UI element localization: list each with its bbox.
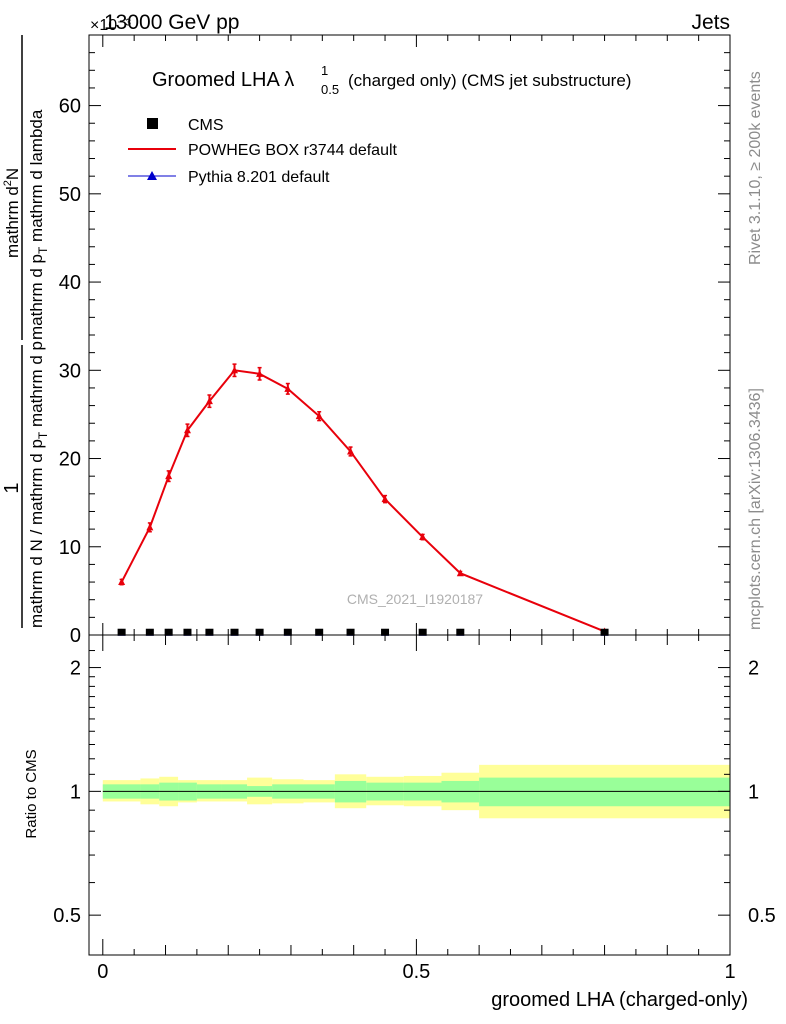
legend-marker-cms: [147, 118, 158, 129]
main-series-group: [117, 363, 609, 636]
ylabel-f2-den-tail: mathrm d lambda: [27, 109, 46, 247]
ratio-x-tick-label: 0: [97, 961, 108, 983]
cms-data-point: [456, 628, 465, 636]
x-axis-label: groomed LHA (charged-only): [491, 989, 748, 1011]
cms-data-point: [381, 628, 390, 636]
title-superscript: 1: [321, 63, 328, 78]
main-y-tick-label: 50: [59, 184, 81, 206]
legend-label-pythia: Pythia 8.201 default: [188, 169, 330, 186]
main-y-tick-label: 30: [59, 360, 81, 382]
powheg-point: [183, 426, 191, 434]
main-y-tick-label: 10: [59, 537, 81, 559]
cms-data-point: [600, 628, 609, 636]
main-y-tick-label: 0: [70, 625, 81, 647]
main-y-tick-label: 20: [59, 449, 81, 471]
ylabel-den-tail: mathrm d p: [27, 341, 46, 432]
analysis-watermark: CMS_2021_I1920187: [347, 591, 483, 607]
main-y-tick-label: 40: [59, 272, 81, 294]
powheg-point: [284, 384, 292, 392]
powheg-point: [256, 369, 264, 377]
ratio-x-axis: 0 0.5 1: [97, 635, 736, 983]
ylabel-denominator: mathrm d N / mathrm d pT mathrm d p: [27, 341, 50, 628]
ratio-x-tick-label: 0.5: [402, 961, 430, 983]
powheg-point: [456, 569, 464, 577]
ylabel-frac2-numerator: mathrm d2N: [2, 168, 22, 258]
powheg-point: [347, 447, 355, 455]
cms-data-point: [315, 628, 324, 636]
main-y-tick-label: 60: [59, 96, 81, 118]
legend-marker-pythia: [147, 171, 157, 180]
main-y-axis: 0 10 20 30 40 50 60: [59, 34, 730, 647]
ratio-y-axis: 0.5 0.5 1 1 2 2: [53, 650, 776, 927]
ratio-y-tick-label-right: 0.5: [748, 905, 776, 927]
powheg-point: [165, 472, 173, 480]
main-plot-frame: [88, 34, 731, 636]
title-subscript: 0.5: [321, 82, 339, 97]
cms-data-point: [164, 628, 173, 636]
ratio-y-tick-label-right: 1: [748, 781, 759, 803]
cms-data-point: [255, 628, 264, 636]
cms-data-point: [418, 628, 427, 636]
powheg-point: [146, 523, 154, 531]
ratio-y-tick-label: 1: [70, 781, 81, 803]
ratio-y-tick-label: 2: [70, 658, 81, 680]
svg-text:mathrm d pT mathrm d lambda: mathrm d pT mathrm d lambda: [27, 109, 50, 340]
powheg-point: [315, 412, 323, 420]
rivet-label: Rivet 3.1.10, ≥ 200k events: [747, 71, 764, 265]
ratio-x-tick-label: 1: [724, 961, 735, 983]
main-y-label: 1 mathrm d N / mathrm d pT mathrm d p ma…: [1, 35, 50, 628]
cms-data-point: [145, 628, 154, 636]
ratio-bands: [102, 764, 730, 819]
ylabel-f2-num-tail: N: [3, 168, 22, 180]
powheg-point: [419, 533, 427, 541]
series-powheg-line: [120, 369, 605, 633]
legend: CMS POWHEG BOX r3744 default Pythia 8.20…: [128, 117, 398, 186]
title-main: Groomed LHA λ: [152, 69, 294, 91]
cms-data-point: [346, 628, 355, 636]
ylabel-den-sub: T: [36, 431, 50, 439]
mcplots-label: mcplots.cern.ch [arXiv:1306.3436]: [747, 388, 764, 630]
ylabel-den-main: mathrm d N / mathrm d p: [27, 439, 46, 628]
ylabel-frac2-denominator: mathrm d pT mathrm d lambda: [27, 109, 50, 340]
cms-data-point: [117, 628, 126, 636]
ylabel-f2-num-sup: 2: [2, 180, 14, 186]
cms-data-point: [183, 628, 192, 636]
svg-text:mathrm d2N: mathrm d2N: [2, 168, 22, 258]
title-suffix: (charged only) (CMS jet substructure): [348, 71, 631, 90]
ratio-y-tick-label-right: 2: [748, 658, 759, 680]
ratio-inner-band-bin: [479, 777, 730, 807]
y-exponent-label: ×10⁻³: [90, 17, 132, 34]
plot-title: Groomed LHA λ 1 0.5 (charged only) (CMS …: [152, 63, 631, 97]
powheg-point: [118, 578, 126, 586]
svg-text:mathrm d N / mathrm d pT mathr: mathrm d N / mathrm d pT mathrm d p: [27, 341, 50, 628]
ylabel-f2-den-sub: T: [36, 246, 50, 254]
powheg-point: [381, 495, 389, 503]
cms-data-point: [205, 628, 214, 636]
process-label: Jets: [691, 11, 730, 34]
cms-data-point: [283, 628, 292, 636]
ylabel-f2-den: mathrm d p: [27, 254, 46, 340]
ratio-y-label: Ratio to CMS: [23, 749, 40, 838]
energy-label: 13000 GeV pp: [104, 11, 239, 34]
legend-label-powheg: POWHEG BOX r3744 default: [188, 142, 398, 159]
cms-data-point: [230, 628, 239, 636]
legend-label-cms: CMS: [188, 117, 224, 134]
ratio-y-tick-label: 0.5: [53, 905, 81, 927]
powheg-point: [205, 397, 213, 405]
ylabel-numerator: 1: [1, 482, 23, 493]
powheg-point: [231, 366, 239, 374]
ratio-plot-frame: [88, 634, 731, 956]
ylabel-f2-num: mathrm d: [3, 186, 22, 258]
